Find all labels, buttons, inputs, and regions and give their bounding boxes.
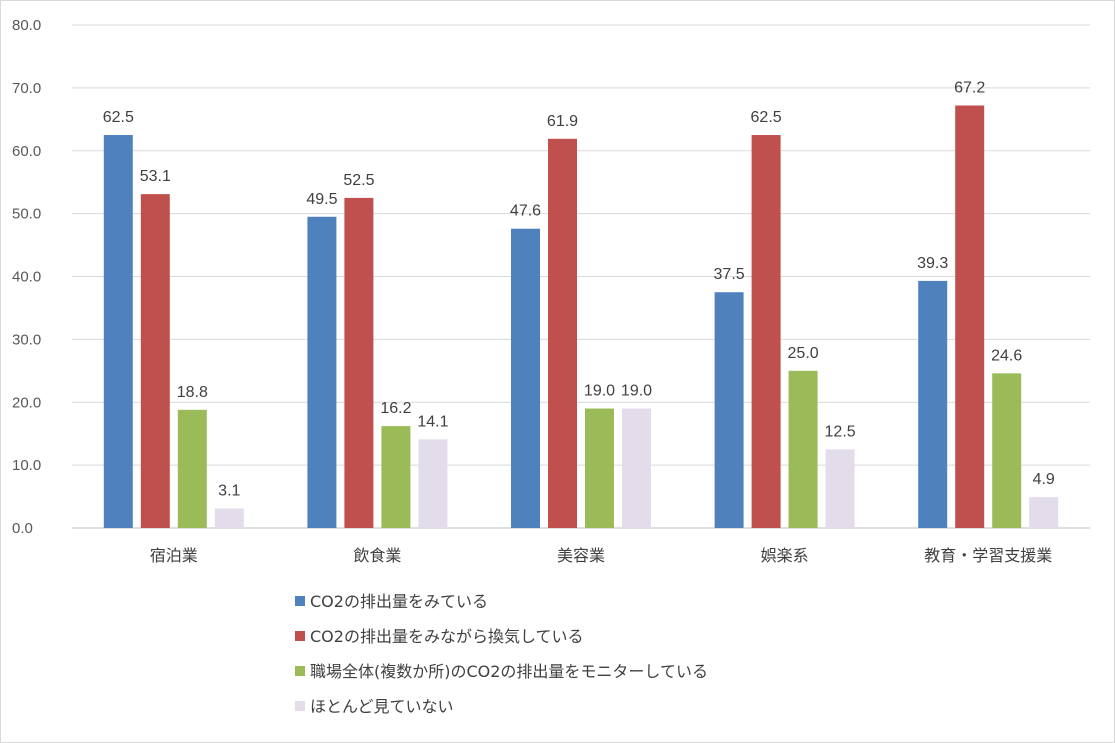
legend-swatch (295, 666, 305, 676)
bar (1029, 497, 1059, 528)
legend-swatch (295, 596, 305, 606)
y-tick-label: 80.0 (12, 17, 41, 34)
bar (140, 194, 170, 529)
bar (918, 280, 948, 528)
bar (788, 370, 818, 528)
data-label: 61.9 (547, 113, 578, 130)
y-tick-label: 20.0 (12, 394, 41, 411)
bar (714, 292, 744, 528)
y-tick-label: 30.0 (12, 331, 41, 348)
data-label: 4.9 (1033, 471, 1055, 488)
y-tick-label: 50.0 (12, 206, 41, 223)
legend-swatch (295, 701, 305, 711)
legend-entry: 職場全体(複数か所)のCO2の排出量をモニターしている (310, 662, 708, 681)
data-label: 14.1 (417, 413, 448, 430)
bar (622, 408, 651, 528)
bar (992, 373, 1022, 528)
data-label: 12.5 (825, 423, 856, 440)
data-label: 19.0 (621, 383, 652, 400)
data-label: 67.2 (954, 79, 985, 96)
y-tick-label: 10.0 (12, 457, 41, 474)
data-label: 19.0 (584, 383, 615, 400)
data-label: 62.5 (103, 109, 134, 126)
legend-entry: ほとんど見ていない (310, 697, 454, 716)
data-label: 18.8 (177, 384, 208, 401)
bar (103, 135, 133, 528)
bar (585, 408, 614, 528)
bar (344, 197, 374, 528)
bar (177, 409, 207, 528)
data-label: 25.0 (788, 345, 819, 362)
y-tick-label: 70.0 (12, 80, 41, 97)
bar (955, 105, 985, 528)
bar (751, 135, 781, 528)
bar (825, 449, 855, 528)
data-label: 37.5 (714, 266, 745, 283)
bar (307, 216, 337, 529)
data-label: 39.3 (917, 255, 948, 272)
data-label: 49.5 (306, 191, 337, 208)
bar (418, 439, 448, 528)
category-label: 飲食業 (353, 546, 401, 565)
data-label: 47.6 (510, 203, 541, 220)
data-label: 53.1 (140, 168, 171, 185)
bar (548, 138, 577, 528)
data-label: 16.2 (380, 400, 411, 417)
y-axis-ticks: 0.0 10.0 20.0 30.0 40.0 50.0 60.0 70.0 80.0 (12, 17, 41, 537)
data-labels: 62.5 53.1 18.8 3.1 49.5 52.5 16.2 14.1 47.6 61.9 1… (103, 79, 1055, 499)
bars (103, 105, 1059, 529)
bar (214, 508, 244, 528)
category-label: 教育・学習支援業 (924, 546, 1052, 565)
category-label: 美容業 (557, 546, 605, 565)
data-label: 52.5 (343, 172, 374, 189)
category-label: 宿泊業 (150, 546, 198, 565)
y-tick-label: 40.0 (12, 269, 41, 286)
x-axis-categories: 宿泊業 飲食業 美容業 娯楽系 教育・学習支援業 (150, 546, 1052, 565)
data-label: 62.5 (751, 109, 782, 126)
y-tick-label: 60.0 (12, 143, 41, 160)
legend-entry: CO2の排出量をみている (310, 592, 488, 611)
data-label: 24.6 (991, 347, 1022, 364)
bar (511, 228, 540, 528)
category-label: 娯楽系 (761, 546, 809, 565)
legend-swatch (295, 631, 305, 641)
legend-entry: CO2の排出量をみながら換気している (310, 627, 583, 646)
y-tick-label: 0.0 (12, 520, 33, 537)
data-label: 3.1 (218, 483, 240, 500)
legend: CO2の排出量をみている CO2の排出量をみながら換気している職場全体(複数か所)… (295, 592, 708, 716)
bar (381, 426, 411, 528)
